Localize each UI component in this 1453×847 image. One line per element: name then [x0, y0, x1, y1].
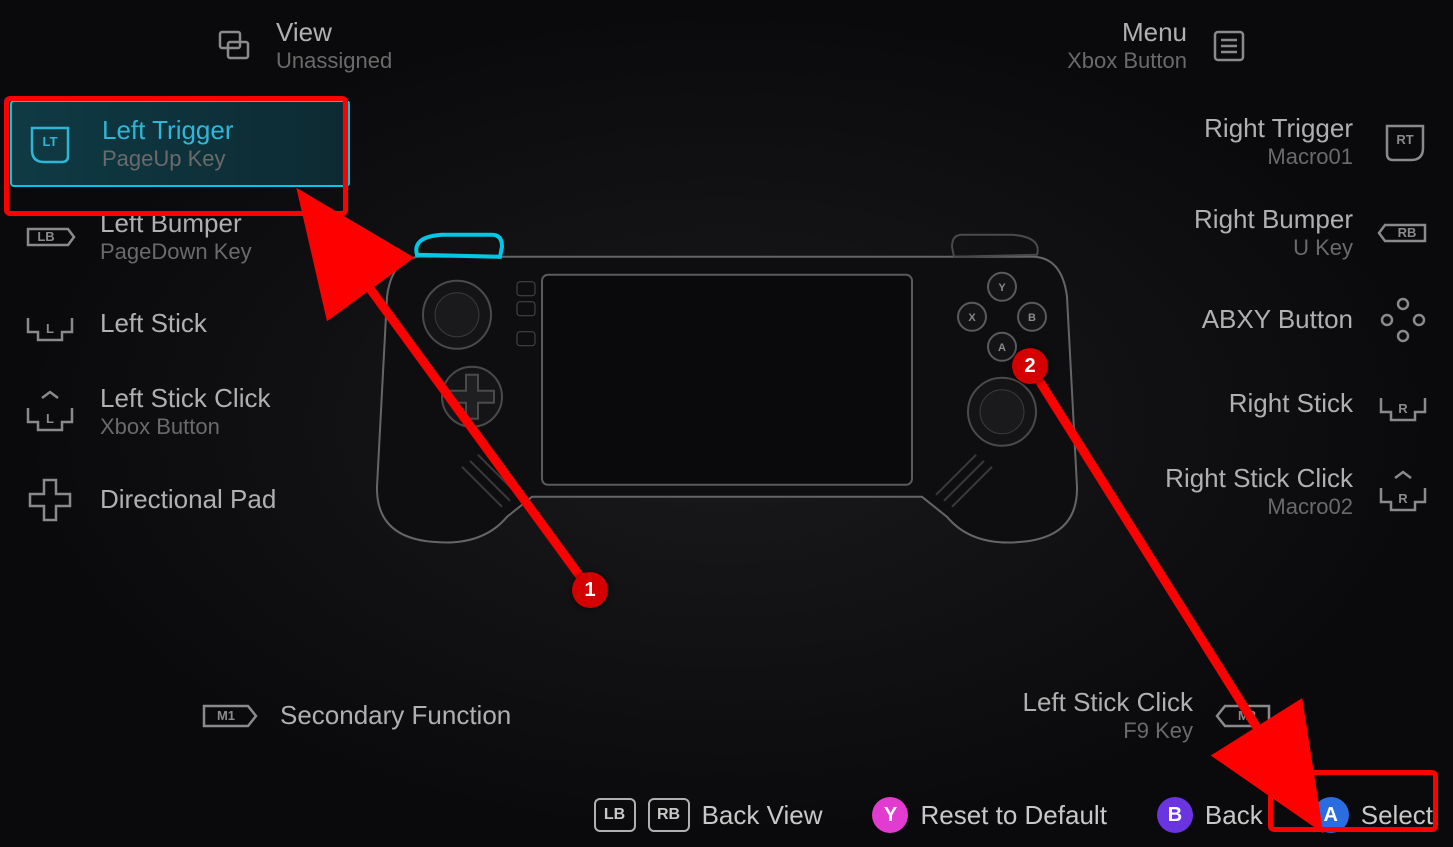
rsc-icon: R: [1373, 468, 1433, 516]
lt-title: Left Trigger: [102, 116, 234, 146]
rs-icon: R: [1373, 380, 1433, 428]
reset-label: Reset to Default: [920, 800, 1106, 831]
lt-binding: PageUp Key: [102, 146, 234, 171]
lb-icon: LB: [20, 213, 80, 261]
view-title: View: [276, 18, 392, 48]
dpad-title: Directional Pad: [100, 485, 276, 515]
svg-text:RB: RB: [1398, 225, 1417, 240]
svg-text:RT: RT: [1396, 132, 1413, 147]
annotation-badge-2: 2: [1012, 348, 1048, 384]
view-mapping[interactable]: View Unassigned: [210, 18, 392, 73]
lsc-binding: Xbox Button: [100, 414, 271, 439]
abxy-title: ABXY Button: [1202, 305, 1353, 335]
b-button-icon: B: [1157, 797, 1193, 833]
rt-title: Right Trigger: [1204, 114, 1353, 144]
menu-binding: Xbox Button: [1067, 48, 1187, 73]
svg-text:R: R: [1398, 401, 1408, 416]
svg-text:X: X: [968, 311, 976, 323]
annotation-badge-1: 1: [572, 572, 608, 608]
m1-mapping[interactable]: M1 Secondary Function: [200, 680, 511, 751]
ls-title: Left Stick: [100, 309, 207, 339]
svg-text:A: A: [998, 341, 1006, 353]
svg-text:LT: LT: [43, 134, 58, 149]
svg-text:L: L: [46, 321, 54, 336]
left-controls: LT Left Trigger PageUp Key LB Left Bumpe…: [10, 100, 350, 538]
device-illustration: Y X B A: [362, 226, 1092, 566]
abxy-icon: [1373, 296, 1433, 344]
right-controls: RT Right Trigger Macro01 RB Right Bumper…: [1103, 100, 1443, 534]
lb-binding: PageDown Key: [100, 239, 252, 264]
hint-reset[interactable]: Y Reset to Default: [872, 797, 1106, 833]
abxy-mapping[interactable]: ABXY Button: [1103, 282, 1443, 358]
back-view-label: Back View: [702, 800, 823, 831]
svg-text:M2: M2: [1238, 708, 1256, 723]
lsc-title: Left Stick Click: [100, 384, 271, 414]
rb-icon: RB: [1373, 209, 1433, 257]
menu-title: Menu: [1067, 18, 1187, 48]
dpad-icon: [20, 476, 80, 524]
rb-pill-icon: RB: [648, 798, 690, 832]
m1-icon: M1: [200, 692, 260, 740]
right-bumper-mapping[interactable]: RB Right Bumper U Key: [1103, 191, 1443, 274]
back-label: Back: [1205, 800, 1263, 831]
hint-back[interactable]: B Back: [1157, 797, 1263, 833]
rt-icon: RT: [1373, 118, 1433, 166]
hint-back-view[interactable]: LB RB Back View: [594, 798, 823, 832]
rsc-title: Right Stick Click: [1165, 464, 1353, 494]
rt-binding: Macro01: [1204, 144, 1353, 169]
rsc-binding: Macro02: [1165, 494, 1353, 519]
rb-title: Right Bumper: [1194, 205, 1353, 235]
svg-text:R: R: [1398, 491, 1408, 506]
m2-mapping[interactable]: M2 Left Stick Click F9 Key: [1023, 680, 1274, 751]
svg-text:Y: Y: [998, 281, 1006, 293]
lsc-icon: L: [20, 388, 80, 436]
svg-text:LB: LB: [37, 229, 54, 244]
svg-text:L: L: [46, 411, 54, 426]
footer-hints: LB RB Back View Y Reset to Default B Bac…: [0, 797, 1453, 833]
m2-binding: F9 Key: [1023, 718, 1194, 743]
m1-title: Secondary Function: [280, 701, 511, 731]
right-trigger-mapping[interactable]: RT Right Trigger Macro01: [1103, 100, 1443, 183]
menu-mapping[interactable]: Menu Xbox Button: [1067, 18, 1253, 73]
svg-text:B: B: [1028, 311, 1036, 323]
lb-pill-icon: LB: [594, 798, 636, 832]
right-stick-mapping[interactable]: R Right Stick: [1103, 366, 1443, 442]
left-bumper-mapping[interactable]: LB Left Bumper PageDown Key: [10, 195, 350, 278]
left-stick-mapping[interactable]: L Left Stick: [10, 286, 350, 362]
rb-binding: U Key: [1194, 235, 1353, 260]
svg-text:M1: M1: [217, 708, 235, 723]
lb-title: Left Bumper: [100, 209, 252, 239]
right-stick-click-mapping[interactable]: R Right Stick Click Macro02: [1103, 450, 1443, 533]
a-button-icon: A: [1313, 797, 1349, 833]
left-stick-click-mapping[interactable]: L Left Stick Click Xbox Button: [10, 370, 350, 453]
left-trigger-mapping[interactable]: LT Left Trigger PageUp Key: [10, 100, 350, 187]
y-button-icon: Y: [872, 797, 908, 833]
m2-icon: M2: [1213, 692, 1273, 740]
menu-icon: [1205, 22, 1253, 70]
lt-icon: LT: [22, 120, 82, 168]
view-binding: Unassigned: [276, 48, 392, 73]
hint-select[interactable]: A Select: [1313, 797, 1433, 833]
select-label: Select: [1361, 800, 1433, 831]
m2-title: Left Stick Click: [1023, 688, 1194, 718]
view-icon: [210, 22, 258, 70]
ls-icon: L: [20, 300, 80, 348]
rs-title: Right Stick: [1229, 389, 1353, 419]
dpad-mapping[interactable]: Directional Pad: [10, 462, 350, 538]
